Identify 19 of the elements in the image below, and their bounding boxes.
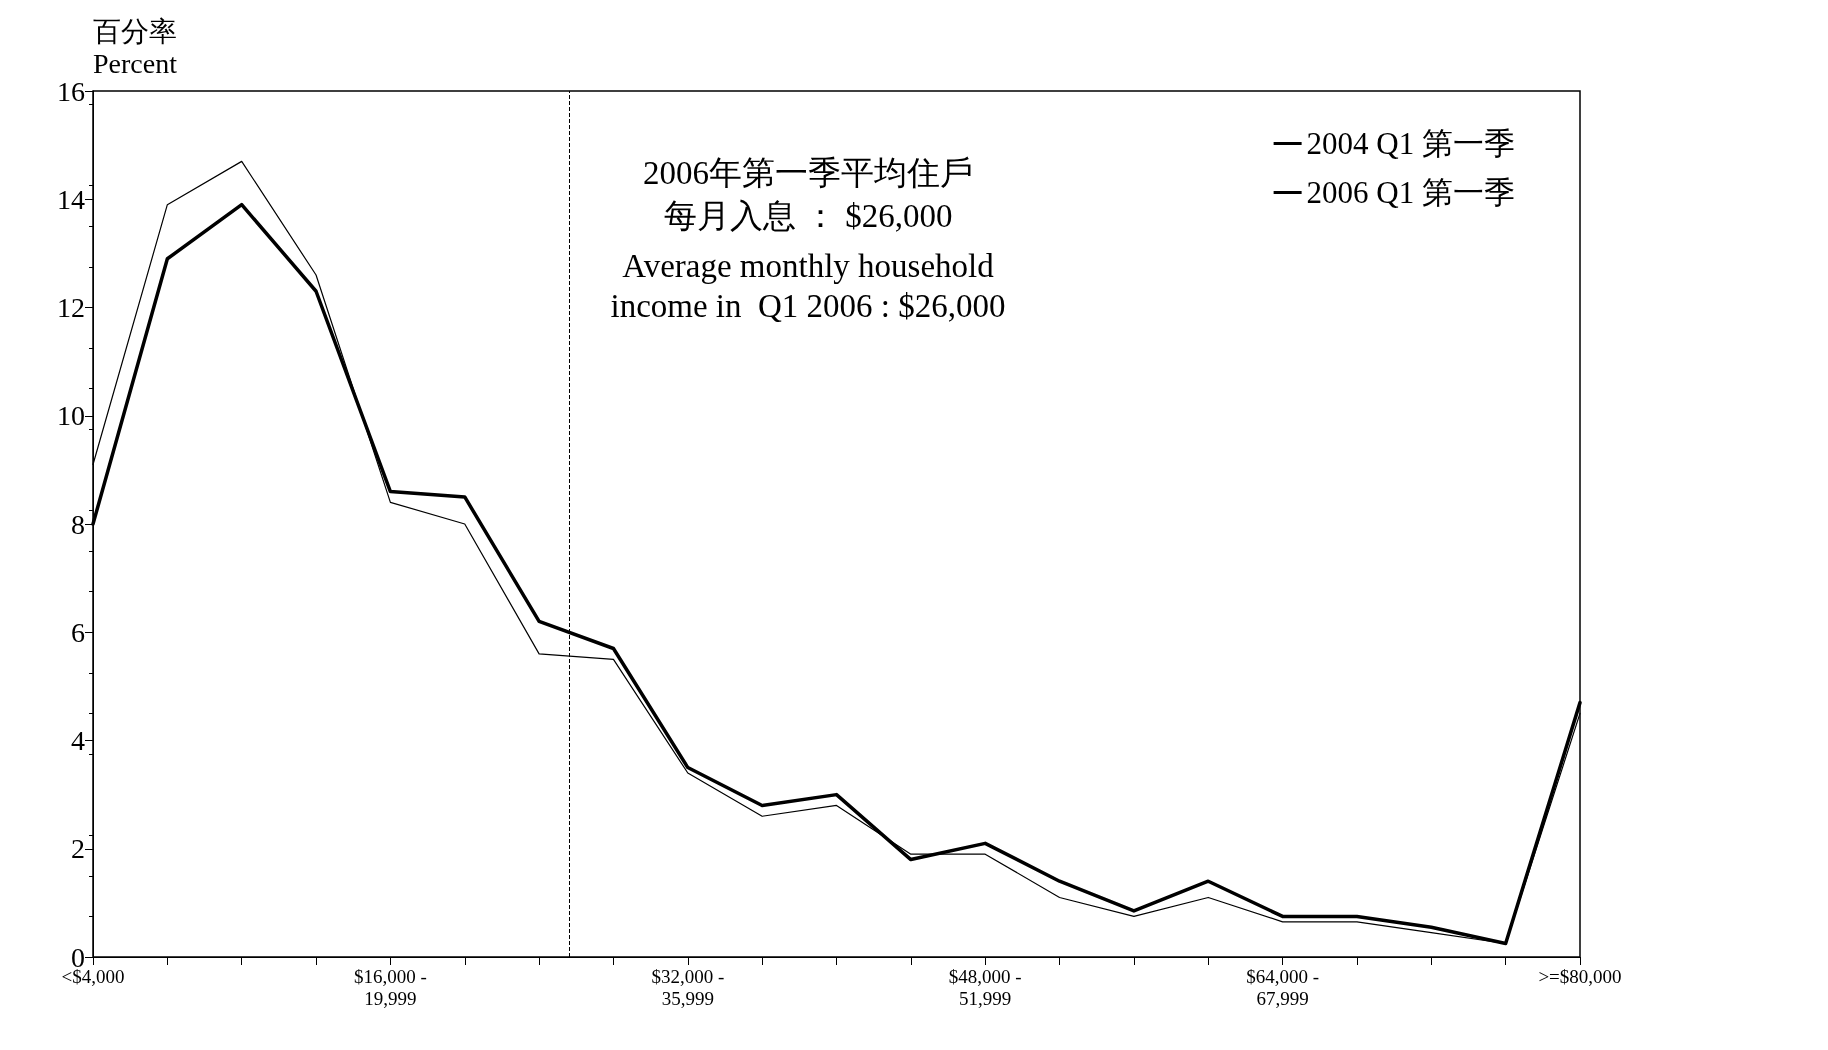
y-axis-title: 百分率 Percent [93, 15, 178, 79]
y-tick-label: 12 [57, 292, 85, 323]
x-tick-label: >=$80,000 [1538, 965, 1622, 987]
y-tick-label: 8 [71, 508, 85, 540]
x-tick-label: $48,000 - 51,999 [948, 965, 1022, 1009]
y-tick-label: 16 [57, 75, 85, 107]
x-tick-label: $32,000 - 35,999 [651, 965, 725, 1009]
legend-label: 2004 Q1 第一季 [1306, 126, 1515, 161]
y-tick-label: 6 [71, 616, 85, 648]
y-tick-label: 4 [71, 725, 85, 756]
y-tick-label: 10 [57, 400, 85, 432]
x-tick-label: $16,000 - 19,999 [353, 965, 427, 1009]
annotation: 每月入息 ： $26,000 [663, 198, 953, 234]
legend-label: 2006 Q1 第一季 [1306, 175, 1515, 210]
x-tick-label: $64,000 - 67,999 [1246, 965, 1320, 1009]
annotation: Average monthly household income in Q1 2006 : $26,000 [610, 248, 1006, 324]
y-tick-label: 2 [71, 833, 85, 865]
annotation: 2006年第一季平均住戶 [643, 155, 973, 191]
y-tick-label: 14 [57, 183, 85, 215]
